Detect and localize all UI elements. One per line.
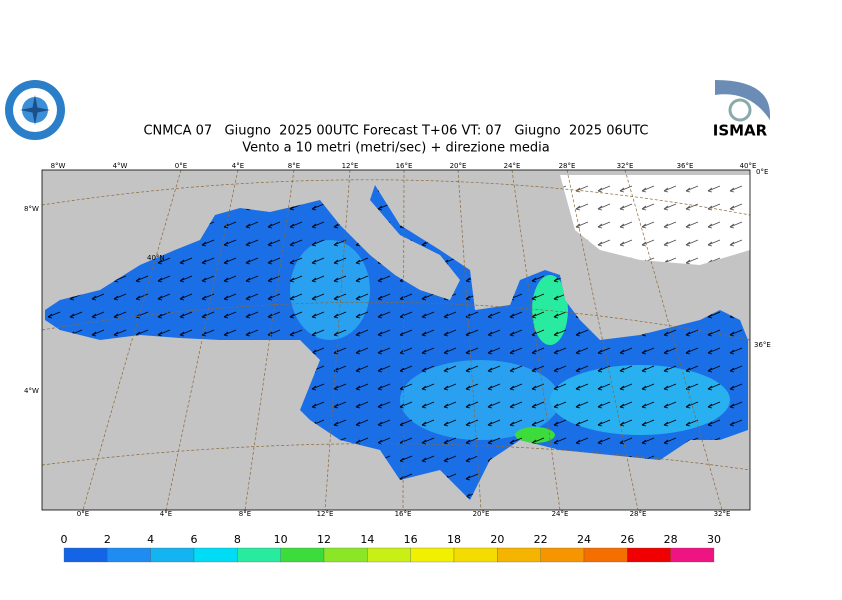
meridian xyxy=(402,170,405,510)
colorbar-swatch xyxy=(540,547,585,563)
lon-label: 8°E xyxy=(288,162,300,170)
lon-label: 24°E xyxy=(552,510,569,518)
subtitle: Vento a 10 metri (metri/sec) + direzione… xyxy=(242,141,549,156)
colorbar-label: 14 xyxy=(360,533,374,546)
lon-label: 28°E xyxy=(630,510,647,518)
lon-label: 12°E xyxy=(342,162,359,170)
colorbar-label: 24 xyxy=(577,533,591,546)
lon-label: 20°E xyxy=(473,510,490,518)
logo-text: ISMAR xyxy=(713,122,768,140)
lon-label: 4°W xyxy=(113,162,128,170)
lon-label: 24°E xyxy=(504,162,521,170)
colorbar-swatch xyxy=(670,547,715,563)
lon-label: 20°E xyxy=(450,162,467,170)
colorbar-label: 20 xyxy=(490,533,504,546)
colorbar-label: 26 xyxy=(620,533,634,546)
title: CNMCA 07 Giugno 2025 00UTC Forecast T+06… xyxy=(143,124,648,139)
colorbar-swatch xyxy=(453,547,498,563)
colorbar-swatch xyxy=(107,547,151,563)
lon-label: 36°E xyxy=(677,162,694,170)
lon-label: 0°E xyxy=(175,162,187,170)
colorbar-label: 12 xyxy=(317,533,331,546)
meridian xyxy=(165,170,239,510)
colorbar-swatch xyxy=(627,547,671,563)
left-logo xyxy=(5,80,65,140)
colorbar-swatch xyxy=(150,547,195,563)
meridian xyxy=(624,170,723,510)
lon-label: 0°E xyxy=(77,510,89,518)
lon-label: 16°E xyxy=(395,510,412,518)
meridian xyxy=(244,170,295,510)
colorbar-label: 6 xyxy=(191,533,198,546)
lat-label: 4°W xyxy=(24,387,39,395)
lon-label: 8°E xyxy=(239,510,251,518)
colorbar-label: 4 xyxy=(147,533,154,546)
colorbar-label: 28 xyxy=(664,533,678,546)
parallel xyxy=(42,179,750,216)
colorbar-label: 2 xyxy=(104,533,111,546)
colorbar-label: 0 xyxy=(61,533,68,546)
meridian xyxy=(82,170,182,510)
colorbar-label: 22 xyxy=(534,533,548,546)
meridian xyxy=(457,170,482,510)
colorbar-label: 30 xyxy=(707,533,721,546)
parallel xyxy=(42,301,750,341)
map xyxy=(42,170,750,510)
colorbar-swatch xyxy=(193,547,238,563)
meridian xyxy=(511,170,561,510)
lon-label: 40°E xyxy=(740,162,757,170)
meridian xyxy=(566,170,639,510)
colorbar-swatch xyxy=(583,547,628,563)
meridian xyxy=(324,170,351,510)
lon-label: 4°E xyxy=(232,162,244,170)
lon-label: 28°E xyxy=(559,162,576,170)
right-logo: ISMAR xyxy=(710,78,770,140)
lon-label: 4°E xyxy=(160,510,172,518)
lon-label: 32°E xyxy=(617,162,634,170)
colorbar-swatch xyxy=(280,547,325,563)
colorbar-swatch xyxy=(323,547,368,563)
colorbar-label: 8 xyxy=(234,533,241,546)
lon-label: 32°E xyxy=(714,510,731,518)
colorbar-swatch xyxy=(63,547,108,563)
colorbar-label: 18 xyxy=(447,533,461,546)
lon-label: 12°E xyxy=(317,510,334,518)
edge-label: 0°E xyxy=(756,168,768,176)
lon-label: 8°W xyxy=(51,162,66,170)
lat-label: 40°N xyxy=(147,254,165,262)
colorbar-swatch xyxy=(237,547,281,563)
parallel xyxy=(42,443,750,471)
edge-label: 36°E xyxy=(754,341,771,349)
colorbar-swatch xyxy=(410,547,455,563)
colorbar-swatch xyxy=(497,547,541,563)
lon-label: 16°E xyxy=(396,162,413,170)
colorbar-label: 16 xyxy=(404,533,418,546)
lat-label: 8°W xyxy=(24,205,39,213)
colorbar-label: 10 xyxy=(274,533,288,546)
colorbar-swatch xyxy=(367,547,411,563)
